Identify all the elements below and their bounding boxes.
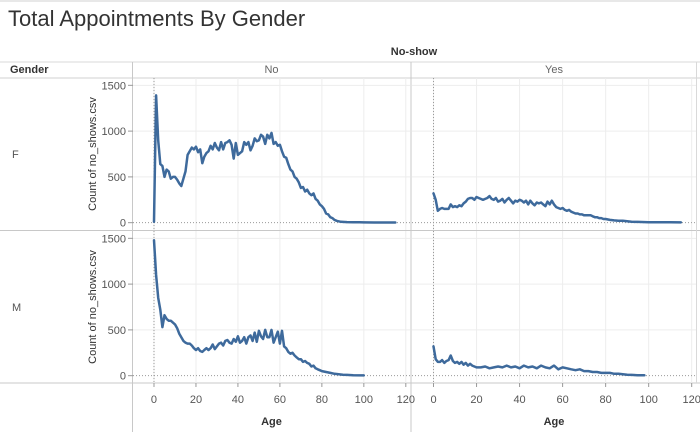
chart-title: Total Appointments By Gender	[8, 6, 306, 31]
x-tick-label: 100	[355, 394, 373, 406]
x-tick-label: 20	[190, 394, 202, 406]
series-line-f-no	[152, 94, 397, 224]
x-tick-label: 80	[600, 394, 612, 406]
x-tick-label: 60	[274, 394, 286, 406]
x-tick-label: 0	[151, 394, 157, 406]
y-tick-label: 1000	[102, 126, 126, 138]
y-tick-label: 1000	[102, 279, 126, 291]
row-label-f: F	[12, 149, 19, 161]
x-tick-label: 100	[639, 394, 657, 406]
column-label-no: No	[264, 64, 278, 76]
row-header: Gender	[10, 64, 49, 76]
x-tick-label: 120	[397, 394, 415, 406]
series-line-m-no	[152, 238, 366, 377]
x-tick-label: 120	[683, 394, 700, 406]
column-header: No-show	[391, 46, 438, 58]
y-axis-title: Count of no_shows.csv	[87, 250, 99, 364]
x-tick-label: 0	[430, 394, 436, 406]
x-tick-label: 80	[316, 394, 328, 406]
column-label-yes: Yes	[545, 64, 563, 76]
y-tick-label: 1500	[102, 233, 126, 245]
row-label-m: M	[12, 302, 21, 314]
x-tick-label: 40	[232, 394, 244, 406]
y-tick-label: 500	[108, 172, 126, 184]
x-tick-label: 20	[470, 394, 482, 406]
x-tick-label: 40	[513, 394, 525, 406]
x-axis-title: Age	[261, 416, 282, 428]
y-tick-label: 0	[120, 218, 126, 230]
y-tick-label: 1500	[102, 80, 126, 92]
series-line-f-yes	[432, 192, 683, 224]
y-tick-label: 500	[108, 325, 126, 337]
series-line-m-yes	[432, 345, 646, 377]
y-tick-label: 0	[120, 371, 126, 383]
x-tick-label: 60	[556, 394, 568, 406]
y-axis-title: Count of no_shows.csv	[87, 97, 99, 211]
x-axis-title: Age	[544, 416, 565, 428]
